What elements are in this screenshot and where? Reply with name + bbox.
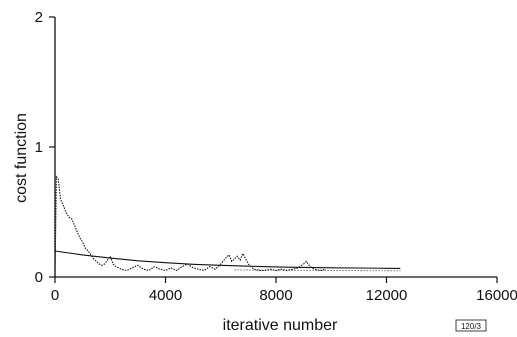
figure-tag: 120/3 <box>455 319 487 332</box>
series-layer <box>54 175 401 275</box>
figure-tag-text: 120/3 <box>461 322 482 331</box>
x-tick-label: 8000 <box>259 287 292 304</box>
y-axis-title: cost function <box>13 113 30 203</box>
series-line-3 <box>234 269 401 272</box>
x-tick-label: 12000 <box>366 287 408 304</box>
y-tick-label: 1 <box>35 139 43 156</box>
x-tick-label: 16000 <box>476 287 517 304</box>
y-tick-label: 0 <box>35 269 43 286</box>
axes <box>54 17 497 278</box>
x-tick-label: 4000 <box>149 287 182 304</box>
series-line-1 <box>54 175 326 275</box>
y-tick-label: 2 <box>35 9 43 26</box>
figure-tag-box <box>455 319 487 332</box>
x-axis-title: iterative number <box>223 317 338 334</box>
x-tick-label: 0 <box>51 287 59 304</box>
y-axis-ticks: 0 1 2 <box>35 9 55 286</box>
series-line-2 <box>54 250 401 269</box>
x-axis-ticks: 0 4000 8000 12000 16000 <box>51 277 517 304</box>
